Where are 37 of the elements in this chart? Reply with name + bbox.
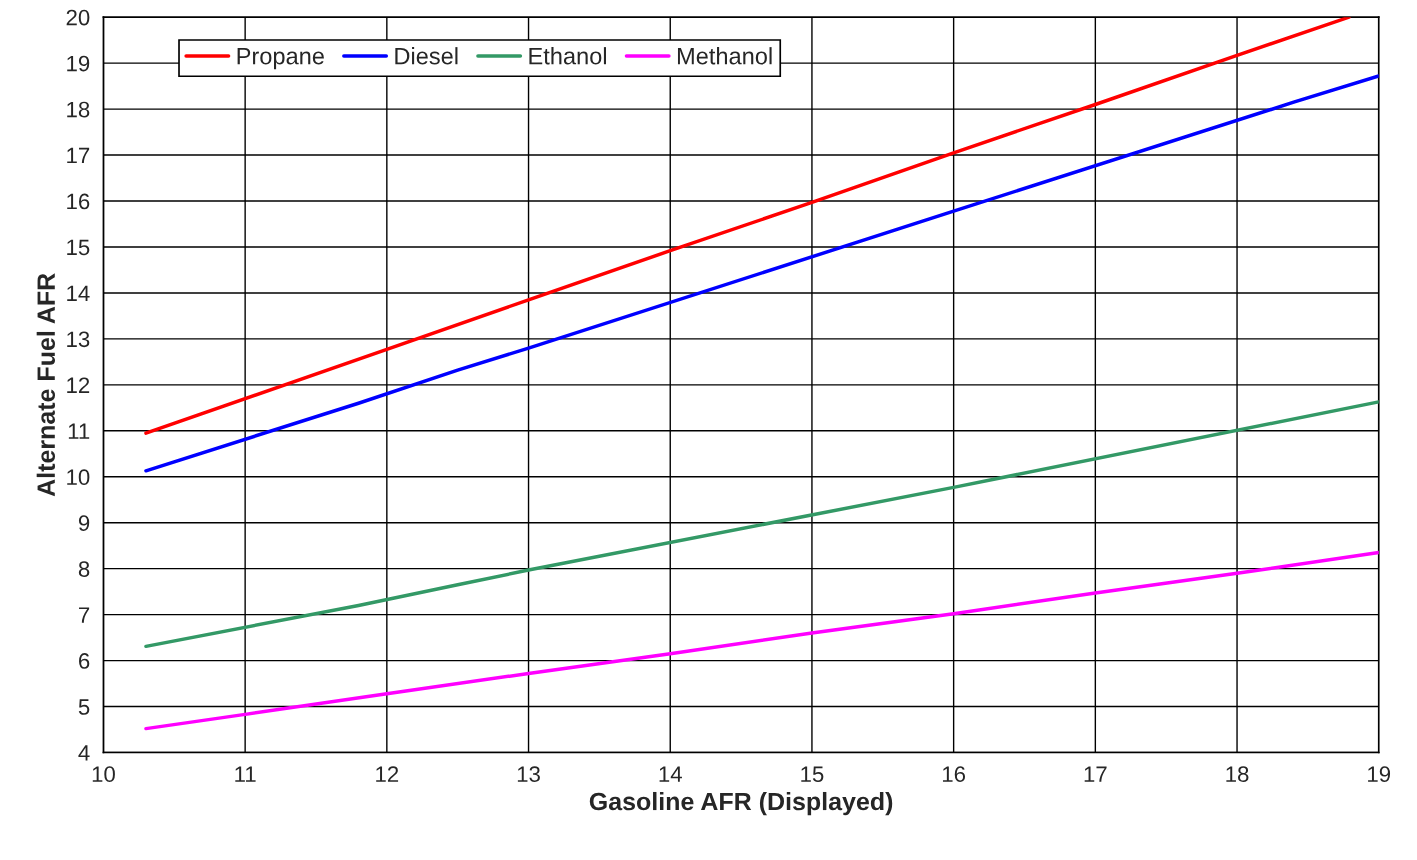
legend-label: Methanol — [677, 47, 772, 65]
x-tick-label: 13 — [517, 766, 540, 783]
x-tick-label: 18 — [1226, 766, 1249, 783]
y-tick-label: 7 — [79, 607, 90, 623]
y-tick-label: 11 — [68, 423, 90, 439]
line-series — [144, 74, 1379, 473]
line-series — [144, 400, 1379, 649]
y-tick-label: 8 — [78, 561, 90, 577]
y-tick-label: 6 — [79, 653, 90, 669]
y-axis-title: Alternate Fuel AFR — [36, 273, 56, 497]
legend-label: Diesel — [395, 47, 458, 65]
line-series — [144, 550, 1379, 731]
y-tick-label: 4 — [78, 745, 90, 761]
x-axis-title: Gasoline AFR (Displayed) — [589, 791, 893, 816]
x-tick-label: 10 — [92, 766, 115, 783]
y-tick-label: 12 — [67, 377, 90, 393]
y-tick-label: 9 — [78, 515, 90, 531]
y-tick-label: 16 — [67, 193, 90, 210]
x-tick-label: 17 — [1084, 766, 1107, 782]
x-tick-label: 16 — [942, 766, 966, 783]
y-tick-label: 17 — [67, 147, 90, 164]
legend-label: Propane — [237, 47, 324, 70]
x-tick-label: 12 — [376, 766, 399, 782]
y-tick-label: 15 — [67, 239, 90, 256]
x-tick-label: 19 — [1368, 766, 1391, 783]
legend-label: Ethanol — [529, 47, 606, 65]
y-tick-label: 19 — [67, 55, 90, 72]
y-tick-label: 14 — [67, 285, 90, 301]
y-tick-label: 20 — [66, 9, 90, 26]
y-tick-label: 10 — [67, 469, 90, 486]
x-tick-label: 14 — [659, 766, 682, 782]
y-tick-label: 13 — [67, 331, 90, 348]
line-series — [144, 17, 1351, 435]
y-tick-label: 5 — [78, 699, 90, 715]
x-tick-label: 15 — [801, 766, 824, 783]
x-tick-label: 11 — [235, 766, 256, 782]
y-tick-label: 18 — [67, 101, 90, 118]
